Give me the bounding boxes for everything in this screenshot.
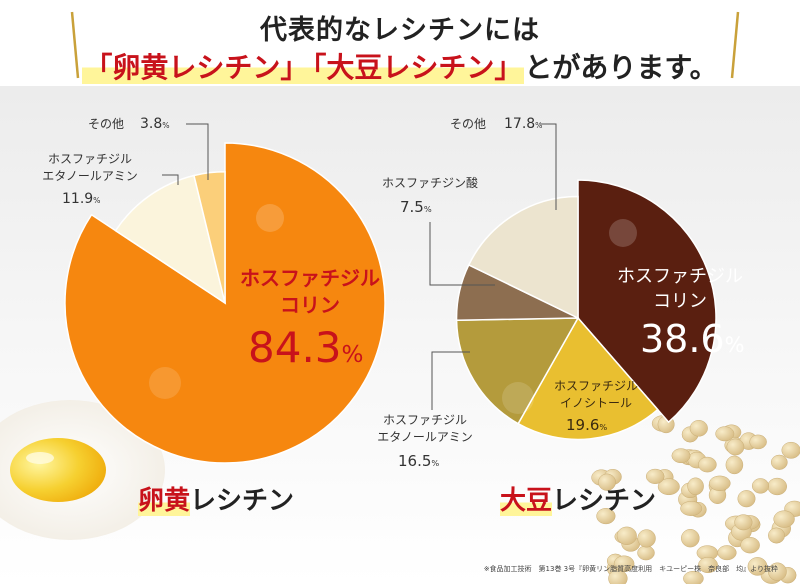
soybean-icon	[767, 477, 787, 496]
soybean-icon	[734, 514, 753, 531]
egg-other-label: その他	[88, 117, 124, 131]
soy-pc-label-line2: コリン	[653, 291, 707, 312]
egg-pe-value: 11.9%	[62, 191, 100, 207]
soybean-icon	[616, 526, 637, 545]
soybean-icon	[751, 478, 770, 494]
soybean-icon	[709, 475, 731, 491]
right-gold-stripe-icon	[730, 11, 740, 79]
egg-slice-other	[193, 171, 226, 304]
egg-yolk-photo-icon	[0, 400, 165, 540]
soybean-icon	[773, 510, 795, 528]
pie-gloss-icon	[256, 204, 284, 232]
egg-other-value: 3.8%	[140, 116, 170, 132]
soybean-icon	[657, 478, 680, 496]
soybean-icon	[698, 456, 717, 473]
egg-pe-label-line2: エタノールアミン	[42, 169, 137, 183]
soy-title-highlight: 大豆	[500, 486, 553, 516]
left-gold-stripe-icon	[70, 11, 80, 79]
soybean-icon	[770, 454, 788, 470]
egg-pe-label-line1: ホスファチジル	[48, 152, 132, 166]
soybean-icon	[749, 434, 767, 450]
egg-pe-leader-line	[162, 174, 179, 185]
soy-slice-pc	[577, 179, 717, 424]
headline-soy-highlight: 「大豆レシチン」	[310, 51, 525, 84]
headline-egg-highlight: 「卵黄レシチン」	[82, 51, 311, 84]
soy-pie-chart	[455, 179, 717, 441]
soybean-icon	[740, 537, 760, 554]
soy-pi-label-line1: ホスファチジル	[554, 379, 638, 393]
soybean-icon	[680, 501, 703, 516]
egg-pc-label-line2: コリン	[280, 293, 340, 317]
egg-other-leader-line	[186, 123, 209, 180]
soy-pi-value: 19.6%	[566, 416, 607, 434]
soy-other-value: 17.8%	[504, 116, 542, 132]
egg-title-rest: レシチン	[190, 486, 295, 516]
soy-pa-label: ホスファチジン酸	[382, 175, 478, 190]
soy-pe-label-line2: エタノールアミン	[377, 430, 472, 444]
soy-other-label: その他	[450, 117, 486, 131]
soybean-icon	[768, 562, 787, 581]
soybean-icon	[596, 508, 616, 525]
soy-chart-title: 大豆レシチン	[500, 480, 656, 517]
egg-pc-label-line1: ホスファチジル	[240, 266, 380, 290]
pie-gloss-icon	[609, 219, 637, 247]
pie-gloss-icon	[502, 382, 534, 414]
soy-slice-other	[467, 195, 579, 320]
soybean-icon	[725, 455, 744, 475]
soybean-icon	[645, 468, 665, 484]
soy-slice-pi	[517, 316, 659, 441]
egg-slice-pe	[114, 174, 227, 305]
soybean-icon	[687, 477, 704, 496]
soybean-icon	[747, 557, 768, 576]
soy-pa-leader-line	[429, 222, 495, 286]
soybean-icon	[768, 527, 785, 544]
soybean-icon	[737, 490, 756, 508]
soy-pe-label-line1: ホスファチジル	[383, 413, 467, 427]
soybean-icon	[689, 420, 708, 437]
soy-pe-value: 16.5%	[398, 452, 439, 470]
soybean-icon	[671, 448, 691, 464]
headline-suffix: とがあります。	[524, 51, 718, 84]
soybeans-photo-icon	[591, 415, 800, 584]
pie-gloss-icon	[149, 367, 181, 399]
soy-pa-value: 7.5%	[400, 198, 432, 216]
egg-pc-value: 84.3%	[248, 323, 363, 372]
egg-pie-chart	[64, 142, 386, 464]
soy-other-leader-line	[540, 123, 557, 210]
soybean-icon	[698, 556, 718, 574]
headline-line1: 代表的なレシチンには	[260, 15, 540, 46]
egg-chart-title: 卵黄レシチン	[138, 480, 294, 517]
headline-line2: 「卵黄レシチン」 「大豆レシチン」とがあります。	[0, 46, 800, 86]
soybean-icon	[681, 529, 700, 548]
soy-title-rest: レシチン	[552, 486, 657, 516]
soybean-icon	[637, 529, 656, 548]
egg-title-highlight: 卵黄	[138, 486, 191, 516]
soy-slice-pe	[455, 317, 580, 425]
soy-pe-leader-line	[431, 351, 470, 410]
soybean-icon	[726, 438, 745, 456]
soy-pc-label-line1: ホスファチジル	[617, 266, 743, 287]
soybean-icon	[613, 555, 635, 573]
soybean-icon	[781, 441, 800, 459]
soybean-icon	[637, 545, 655, 561]
soybean-icon	[717, 545, 737, 561]
soybean-icon	[598, 473, 616, 491]
soybean-icon	[715, 426, 735, 442]
soybean-icon	[683, 570, 704, 584]
soy-pc-value: 38.6%	[640, 317, 744, 361]
soy-pi-label-line2: イノシトール	[560, 396, 632, 410]
footnote: ※食品加工技術 第13巻 3号『卵黄リン脂質高度利用 キユーピー株 奈良部 均』…	[483, 565, 778, 573]
